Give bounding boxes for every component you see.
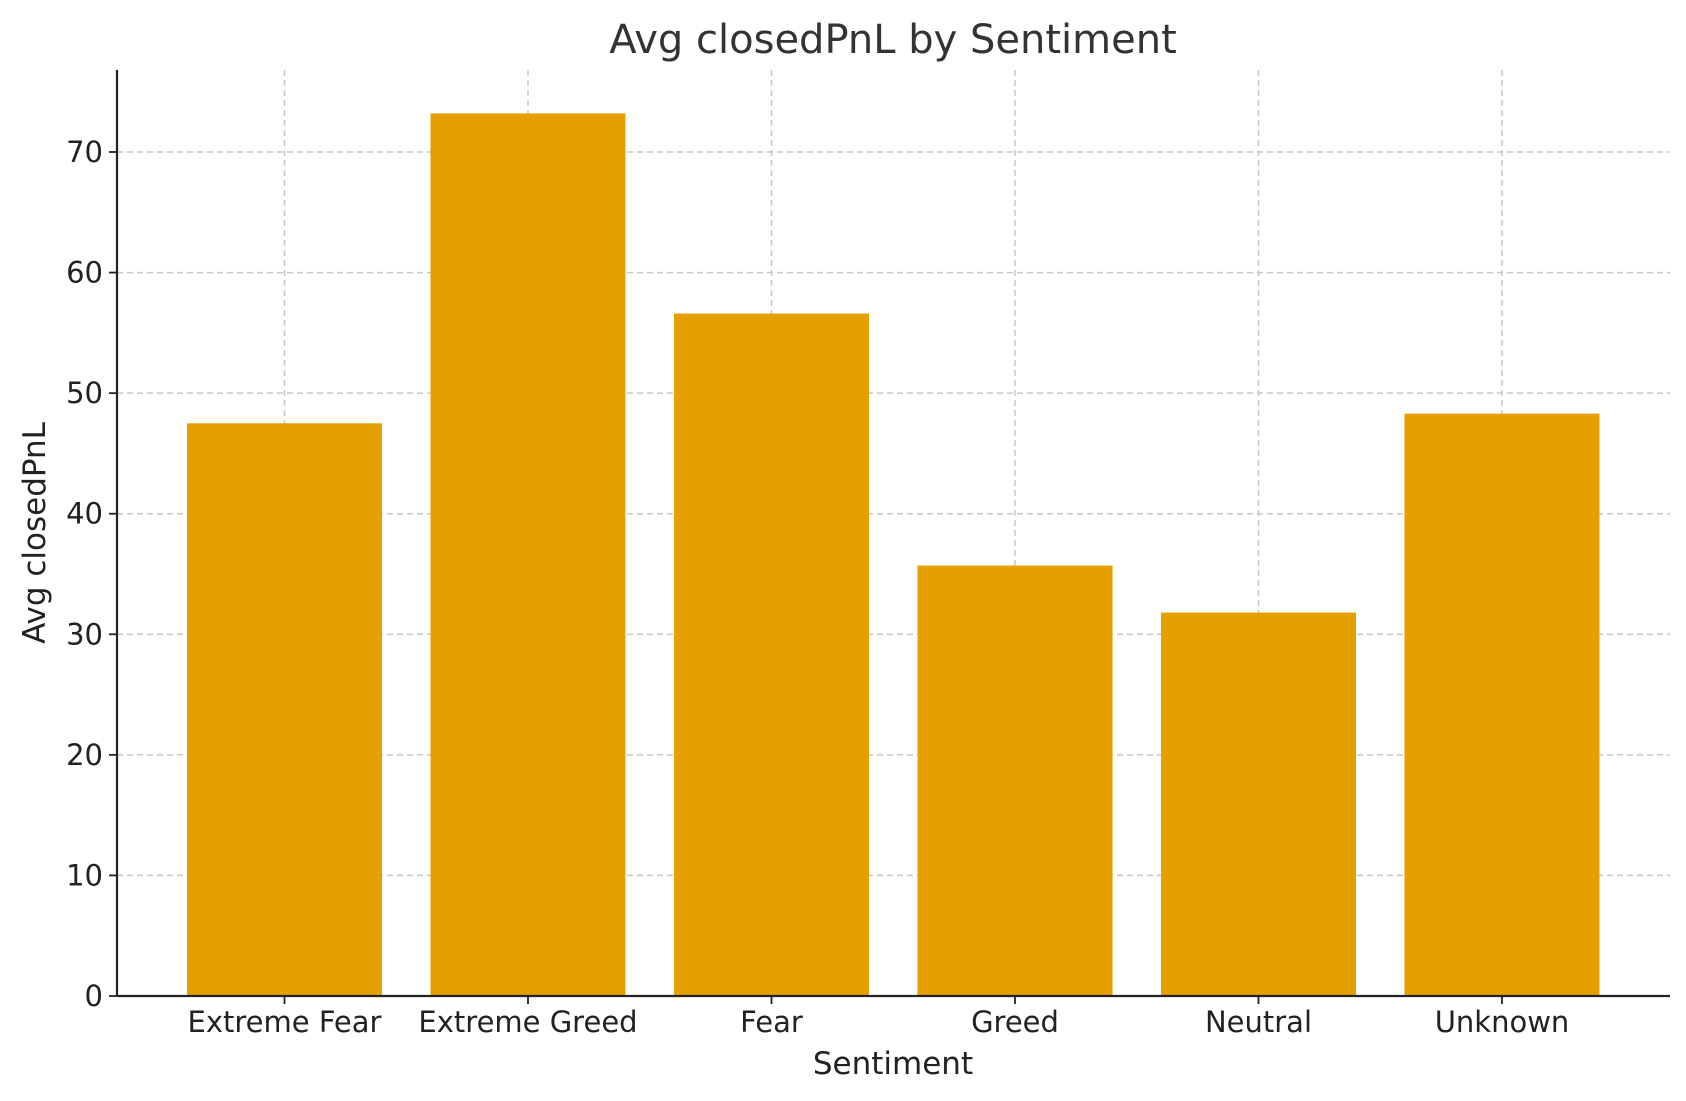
y-tick-label: 0 bbox=[85, 979, 103, 1013]
bar bbox=[430, 113, 626, 996]
y-tick-label: 60 bbox=[66, 256, 103, 290]
ticks-layer: 0 10 20 30 40 50 60 70 Extreme Fear Extreme Greed… bbox=[66, 135, 1569, 1039]
bar bbox=[674, 313, 869, 997]
x-tick-label: Fear bbox=[740, 1005, 803, 1039]
bar bbox=[1161, 612, 1356, 996]
axes-layer bbox=[115, 70, 1670, 998]
y-tick-label: 40 bbox=[66, 497, 103, 531]
x-tick-label: Unknown bbox=[1435, 1005, 1570, 1039]
x-tick-label: Neutral bbox=[1205, 1005, 1312, 1039]
y-tick-label: 50 bbox=[66, 376, 103, 410]
x-tick-label: Extreme Fear bbox=[188, 1005, 382, 1039]
y-tick-label: 70 bbox=[66, 135, 103, 169]
y-tick-label: 30 bbox=[66, 617, 103, 651]
bar bbox=[187, 423, 382, 996]
y-tick-label: 20 bbox=[66, 738, 103, 772]
x-axis-label: Sentiment bbox=[813, 1046, 973, 1082]
y-axis-label: Avg closedPnL bbox=[17, 421, 53, 644]
chart-title: Avg closedPnL by Sentiment bbox=[609, 17, 1177, 63]
bar bbox=[1404, 413, 1600, 996]
x-tick-label: Greed bbox=[971, 1005, 1059, 1039]
y-tick-label: 10 bbox=[66, 858, 103, 892]
bar bbox=[917, 565, 1113, 996]
bars-layer bbox=[187, 113, 1600, 997]
x-tick-label: Extreme Greed bbox=[418, 1005, 637, 1039]
